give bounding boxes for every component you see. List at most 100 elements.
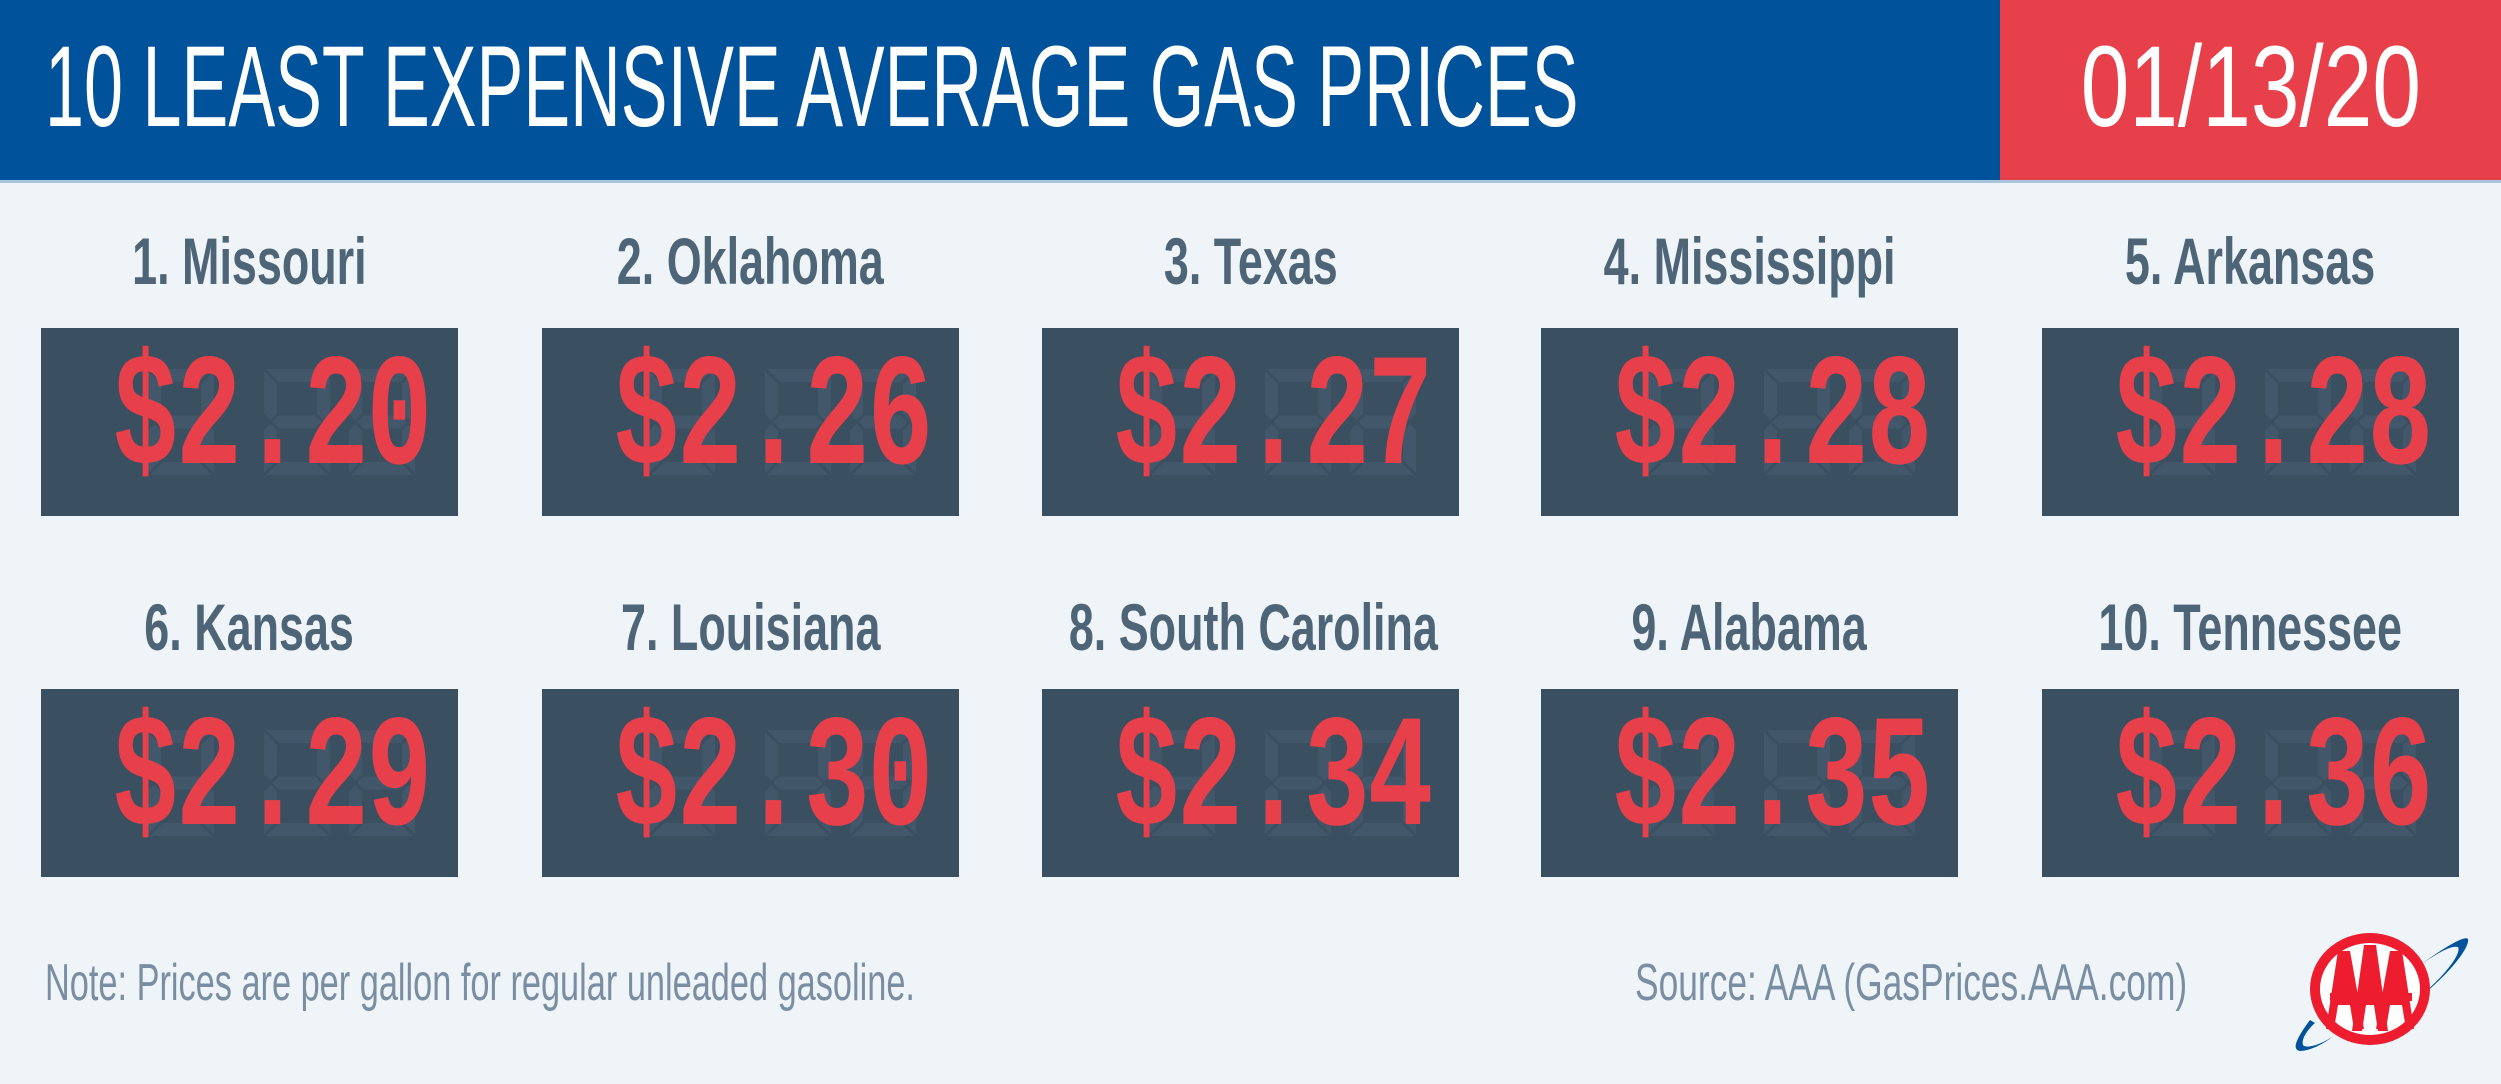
segment: [1766, 462, 1828, 475]
segment: [351, 730, 413, 743]
segment: [2318, 371, 2331, 420]
segment: [1701, 732, 1714, 781]
segment: [317, 424, 330, 473]
segment: [2149, 371, 2162, 420]
segment: [2202, 785, 2215, 834]
segment: [1817, 424, 1830, 473]
segment: [264, 424, 277, 473]
segment: [773, 776, 823, 790]
segment: [2318, 732, 2331, 781]
segment: [1656, 776, 1706, 790]
segment: [2358, 415, 2408, 429]
price-value: $2.30: [613, 692, 933, 873]
segment: [649, 732, 662, 781]
segment: [1902, 424, 1915, 473]
header-date-bar: 01/13/20: [2000, 0, 2501, 183]
segment: [2265, 424, 2278, 473]
segment: [357, 776, 407, 790]
segment: [1273, 776, 1323, 790]
segment: [1149, 371, 1162, 420]
segment: [1701, 371, 1714, 420]
segment: [272, 776, 322, 790]
segment: [903, 371, 916, 420]
price-wrapper: $2.29: [41, 689, 458, 877]
segment: [767, 823, 829, 836]
price-value: $2.36: [2113, 692, 2433, 873]
segment: [1267, 462, 1329, 475]
segment: [1273, 415, 1323, 429]
segment: [1352, 730, 1414, 743]
state-name-wrapper: 4. Mississippi: [1481, 226, 2018, 296]
price-display: $2.26: [542, 328, 959, 516]
price-display: $2.29: [41, 689, 458, 877]
segment: [651, 462, 713, 475]
logo-letters: [2326, 945, 2414, 1031]
price-wrapper: $2.28: [1541, 328, 1958, 516]
segment: [2202, 732, 2215, 781]
segment: [1764, 371, 1777, 420]
segment: [1764, 732, 1777, 781]
price-value: $2.28: [1612, 331, 1932, 512]
segment: [2151, 462, 2213, 475]
state-name: 10. Tennessee: [2098, 590, 2403, 664]
segment: [349, 732, 362, 781]
segment: [1851, 462, 1913, 475]
segment: [272, 415, 322, 429]
state-name-wrapper: 2. Oklahoma: [482, 226, 1019, 296]
price-wrapper: $2.28: [2042, 328, 2459, 516]
segment: [850, 424, 863, 473]
segment: [702, 424, 715, 473]
segment: [1766, 823, 1828, 836]
segment: [1350, 732, 1363, 781]
segment: [1849, 371, 1862, 420]
segment: [1766, 369, 1828, 382]
segment: [767, 730, 829, 743]
segment: [1202, 732, 1215, 781]
unlit-segment-art: [148, 369, 415, 475]
segment: [1766, 730, 1828, 743]
segment: [1358, 415, 1408, 429]
segment: [850, 371, 863, 420]
state-name: 3. Texas: [1163, 224, 1338, 298]
segment: [2273, 776, 2323, 790]
price-display: $2.34: [1042, 689, 1459, 877]
segment: [1648, 424, 1661, 473]
state-name-wrapper: 1. Missouri: [0, 226, 518, 296]
segment: [2265, 785, 2278, 834]
segment: [2352, 730, 2414, 743]
segment: [201, 371, 214, 420]
segment: [2352, 462, 2414, 475]
segment: [1318, 732, 1331, 781]
segment: [1149, 424, 1162, 473]
segment: [2157, 415, 2207, 429]
segment: [850, 785, 863, 834]
segment: [657, 415, 707, 429]
segment: [357, 415, 407, 429]
segment: [818, 371, 831, 420]
segment: [317, 732, 330, 781]
segment: [903, 424, 916, 473]
state-name: 6. Kansas: [144, 590, 355, 664]
segment: [1849, 732, 1862, 781]
segment: [1902, 371, 1915, 420]
state-name: 2. Oklahoma: [617, 224, 884, 298]
price-display: $2.27: [1042, 328, 1459, 516]
segment: [402, 732, 415, 781]
price-display: $2.28: [2042, 328, 2459, 516]
segment: [649, 785, 662, 834]
segment: [1151, 730, 1213, 743]
segment: [2202, 424, 2215, 473]
segment: [349, 371, 362, 420]
segment: [1267, 730, 1329, 743]
unlit-segment-art: [148, 730, 415, 836]
segment: [818, 785, 831, 834]
segment: [850, 732, 863, 781]
segment: [2403, 785, 2416, 834]
segment: [765, 371, 778, 420]
segment: [2318, 785, 2331, 834]
date-label: 01/13/20: [2080, 23, 2421, 151]
segment: [317, 785, 330, 834]
segment: [2149, 785, 2162, 834]
segment: [1849, 785, 1862, 834]
segment: [1764, 424, 1777, 473]
